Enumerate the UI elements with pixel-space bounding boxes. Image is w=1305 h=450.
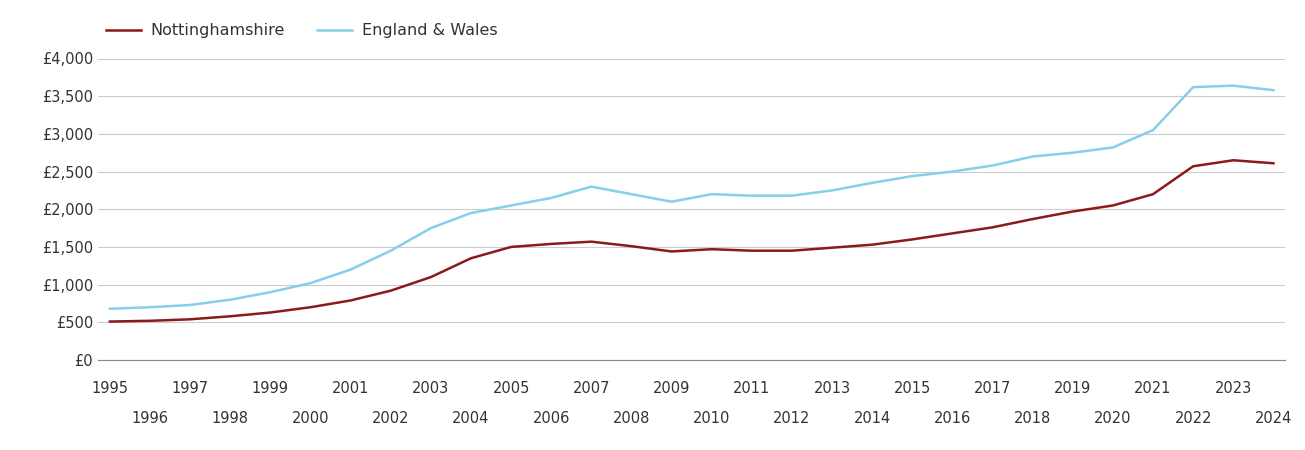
Nottinghamshire (1024, 216, 1040, 222)
Text: 2024: 2024 (1254, 411, 1292, 426)
Nottinghamshire (343, 298, 359, 303)
England & Wales (1065, 150, 1081, 155)
England & Wales (985, 163, 1001, 168)
England & Wales (825, 188, 840, 193)
England & Wales (864, 180, 880, 185)
Line: Nottinghamshire: Nottinghamshire (110, 160, 1274, 322)
Line: England & Wales: England & Wales (110, 86, 1274, 309)
Legend: Nottinghamshire, England & Wales: Nottinghamshire, England & Wales (106, 23, 497, 38)
Nottinghamshire (664, 249, 680, 254)
Text: 2008: 2008 (613, 411, 650, 426)
Nottinghamshire (945, 231, 960, 236)
Nottinghamshire (423, 274, 438, 280)
England & Wales (423, 225, 438, 231)
Nottinghamshire (303, 305, 318, 310)
England & Wales (543, 195, 559, 201)
Nottinghamshire (864, 242, 880, 248)
Text: 1999: 1999 (252, 381, 288, 396)
England & Wales (1146, 127, 1161, 133)
Text: 2001: 2001 (331, 381, 369, 396)
Nottinghamshire (1146, 192, 1161, 197)
England & Wales (1024, 154, 1040, 159)
Text: 2009: 2009 (652, 381, 690, 396)
England & Wales (945, 169, 960, 174)
England & Wales (784, 193, 800, 198)
England & Wales (624, 192, 639, 197)
Text: 2020: 2020 (1094, 411, 1131, 426)
Nottinghamshire (1105, 203, 1121, 208)
Text: 2016: 2016 (934, 411, 971, 426)
Text: 2013: 2013 (813, 381, 851, 396)
Text: 2006: 2006 (532, 411, 570, 426)
Nottinghamshire (1065, 209, 1081, 214)
Text: 2022: 2022 (1174, 411, 1212, 426)
Text: 2000: 2000 (292, 411, 329, 426)
England & Wales (583, 184, 599, 189)
England & Wales (183, 302, 198, 308)
Nottinghamshire (985, 225, 1001, 230)
Text: 1995: 1995 (91, 381, 128, 396)
England & Wales (1225, 83, 1241, 88)
Nottinghamshire (463, 256, 479, 261)
Nottinghamshire (183, 317, 198, 322)
Text: 2004: 2004 (453, 411, 489, 426)
England & Wales (382, 248, 398, 253)
England & Wales (262, 289, 278, 295)
Text: 1997: 1997 (171, 381, 209, 396)
Text: 2017: 2017 (974, 381, 1011, 396)
Nottinghamshire (1225, 158, 1241, 163)
Text: 1998: 1998 (211, 411, 249, 426)
Text: 2011: 2011 (733, 381, 770, 396)
Nottinghamshire (744, 248, 760, 253)
Text: 2012: 2012 (774, 411, 810, 426)
Text: 2021: 2021 (1134, 381, 1172, 396)
Nottinghamshire (504, 244, 519, 250)
Nottinghamshire (142, 318, 158, 324)
Nottinghamshire (222, 314, 238, 319)
Text: 2003: 2003 (412, 381, 449, 396)
Nottinghamshire (1185, 164, 1201, 169)
Nottinghamshire (784, 248, 800, 253)
Nottinghamshire (382, 288, 398, 293)
Text: 1996: 1996 (132, 411, 168, 426)
England & Wales (504, 203, 519, 208)
England & Wales (303, 280, 318, 286)
Nottinghamshire (1266, 161, 1282, 166)
Nottinghamshire (825, 245, 840, 250)
Nottinghamshire (583, 239, 599, 244)
Text: 2018: 2018 (1014, 411, 1052, 426)
Nottinghamshire (703, 247, 719, 252)
Text: 2010: 2010 (693, 411, 731, 426)
Nottinghamshire (262, 310, 278, 315)
Text: 2007: 2007 (573, 381, 611, 396)
Text: 2014: 2014 (853, 411, 891, 426)
England & Wales (703, 192, 719, 197)
Text: 2015: 2015 (894, 381, 930, 396)
Nottinghamshire (543, 241, 559, 247)
England & Wales (1185, 85, 1201, 90)
Text: 2002: 2002 (372, 411, 410, 426)
England & Wales (1266, 87, 1282, 93)
England & Wales (102, 306, 117, 311)
England & Wales (343, 267, 359, 272)
England & Wales (744, 193, 760, 198)
Nottinghamshire (624, 243, 639, 249)
England & Wales (142, 305, 158, 310)
Nottinghamshire (102, 319, 117, 324)
England & Wales (463, 210, 479, 216)
Text: 2023: 2023 (1215, 381, 1251, 396)
Text: 2005: 2005 (492, 381, 530, 396)
Nottinghamshire (904, 237, 920, 242)
England & Wales (1105, 145, 1121, 150)
Text: 2019: 2019 (1054, 381, 1091, 396)
England & Wales (222, 297, 238, 302)
England & Wales (904, 173, 920, 179)
England & Wales (664, 199, 680, 204)
